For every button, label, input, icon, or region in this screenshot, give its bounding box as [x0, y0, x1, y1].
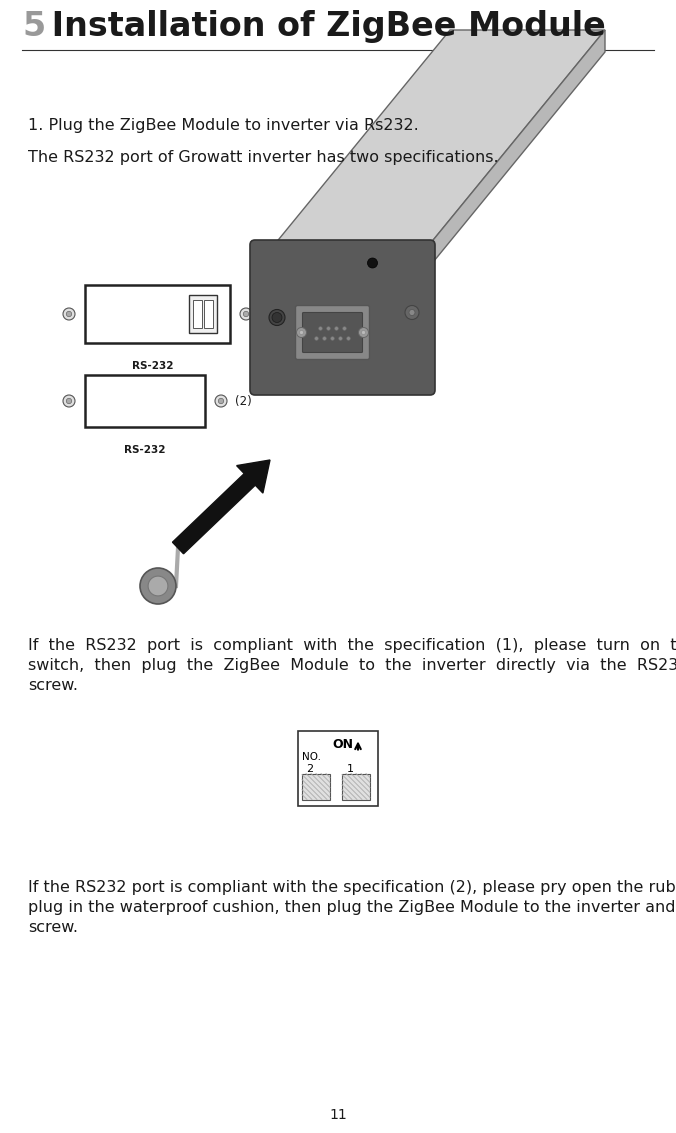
Text: If the RS232 port is compliant with the specification (2), please pry open the r: If the RS232 port is compliant with the … — [28, 880, 676, 895]
Circle shape — [142, 394, 146, 398]
Bar — [85, 375, 205, 427]
Circle shape — [322, 337, 327, 340]
Circle shape — [327, 326, 331, 331]
Circle shape — [63, 395, 75, 407]
Text: ON: ON — [333, 739, 354, 751]
Circle shape — [331, 337, 335, 340]
Circle shape — [269, 309, 285, 325]
Bar — [298, 731, 378, 806]
Circle shape — [140, 568, 176, 604]
FancyBboxPatch shape — [99, 295, 155, 333]
Circle shape — [173, 313, 177, 316]
Circle shape — [218, 399, 224, 403]
Circle shape — [66, 312, 72, 317]
Circle shape — [409, 309, 415, 315]
Circle shape — [138, 403, 142, 408]
Text: screw.: screw. — [28, 920, 78, 935]
Circle shape — [347, 337, 350, 340]
Circle shape — [339, 337, 342, 340]
Bar — [302, 774, 330, 800]
Circle shape — [171, 310, 179, 318]
Circle shape — [154, 403, 158, 408]
Circle shape — [318, 326, 322, 331]
Circle shape — [243, 312, 249, 317]
Circle shape — [126, 394, 130, 398]
Circle shape — [358, 327, 368, 338]
Text: NO.: NO. — [302, 752, 321, 763]
Circle shape — [134, 394, 138, 398]
Circle shape — [148, 576, 168, 596]
FancyArrow shape — [172, 460, 270, 554]
Text: If  the  RS232  port  is  compliant  with  the  specification  (1),  please  tur: If the RS232 port is compliant with the … — [28, 638, 676, 653]
Text: The RS232 port of Growatt inverter has two specifications.: The RS232 port of Growatt inverter has t… — [28, 150, 499, 165]
Text: 2: 2 — [306, 764, 314, 774]
Circle shape — [272, 313, 282, 323]
Polygon shape — [270, 29, 605, 250]
Circle shape — [137, 307, 141, 312]
Circle shape — [343, 326, 346, 331]
Text: RS-232: RS-232 — [124, 445, 166, 455]
Text: plug in the waterproof cushion, then plug the ZigBee Module to the inverter and : plug in the waterproof cushion, then plu… — [28, 900, 676, 915]
Circle shape — [63, 308, 75, 320]
Circle shape — [125, 317, 129, 321]
Text: 5: 5 — [22, 10, 45, 43]
Polygon shape — [425, 29, 605, 272]
Bar — [342, 774, 370, 800]
Text: 1. Plug the ZigBee Module to inverter via Rs232.: 1. Plug the ZigBee Module to inverter vi… — [28, 118, 418, 133]
Bar — [193, 300, 202, 327]
Circle shape — [66, 399, 72, 403]
Text: RS-232: RS-232 — [132, 361, 173, 370]
Polygon shape — [255, 245, 430, 390]
Circle shape — [146, 403, 150, 408]
Circle shape — [297, 327, 306, 338]
Circle shape — [132, 317, 137, 321]
Circle shape — [130, 403, 135, 408]
Circle shape — [121, 307, 125, 312]
Circle shape — [299, 331, 304, 334]
FancyBboxPatch shape — [302, 313, 362, 352]
Bar — [204, 300, 213, 327]
Circle shape — [335, 326, 338, 331]
FancyBboxPatch shape — [295, 306, 370, 359]
Text: (2): (2) — [235, 394, 251, 408]
Text: 11: 11 — [329, 1108, 347, 1122]
Polygon shape — [270, 250, 425, 272]
Circle shape — [113, 307, 117, 312]
Circle shape — [122, 403, 126, 408]
Text: screw.: screw. — [28, 678, 78, 693]
Circle shape — [117, 317, 121, 321]
FancyBboxPatch shape — [250, 240, 435, 395]
Circle shape — [215, 395, 227, 407]
Bar — [85, 286, 230, 343]
Text: Installation of ZigBee Module: Installation of ZigBee Module — [40, 10, 606, 43]
Text: switch,  then  plug  the  ZigBee  Module  to  the  inverter  directly  via  the : switch, then plug the ZigBee Module to t… — [28, 658, 676, 673]
FancyBboxPatch shape — [110, 383, 170, 419]
Circle shape — [150, 394, 154, 398]
Text: 1: 1 — [347, 764, 354, 774]
Bar — [189, 295, 217, 333]
Circle shape — [315, 337, 318, 340]
Circle shape — [183, 397, 191, 404]
Circle shape — [129, 307, 133, 312]
Circle shape — [141, 317, 145, 321]
Text: (1): (1) — [260, 307, 276, 321]
Circle shape — [405, 306, 419, 320]
Circle shape — [362, 331, 366, 334]
Circle shape — [368, 258, 377, 269]
Circle shape — [240, 308, 252, 320]
Circle shape — [185, 399, 189, 403]
Circle shape — [109, 317, 113, 321]
